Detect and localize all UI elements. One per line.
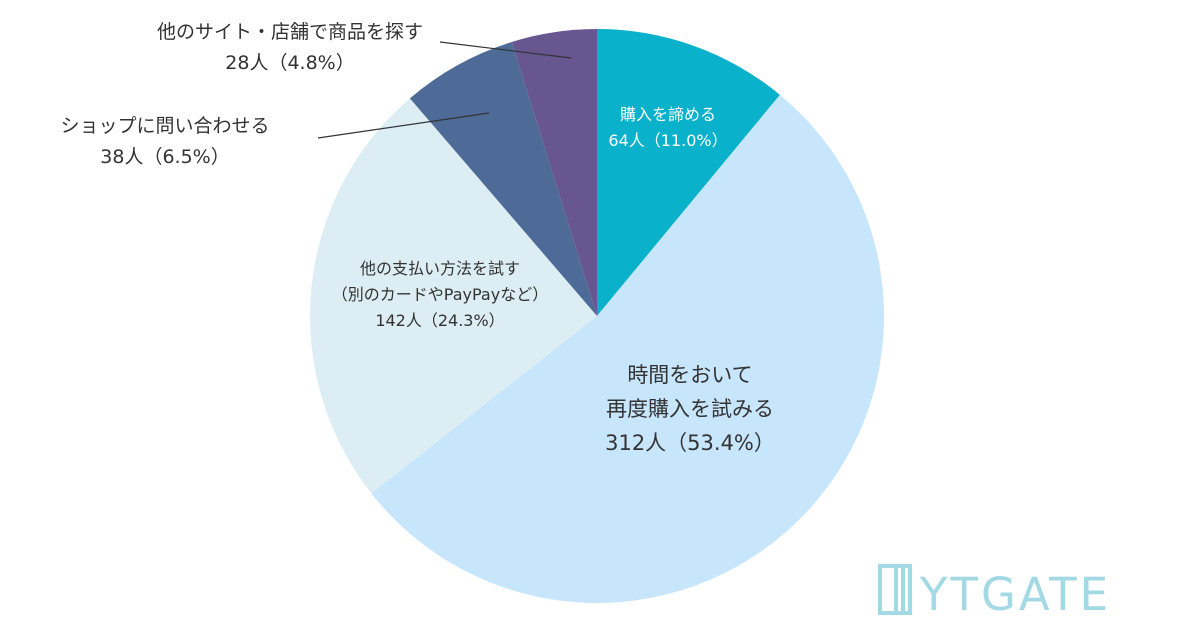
pie-slice-1: [597, 29, 780, 316]
pie-slice-2: [371, 94, 884, 603]
slice-label-line: 64人（11.0%）: [608, 131, 727, 150]
slice-label-line: ショップに問い合わせる: [60, 115, 269, 137]
slice-label-line: 38人（6.5%）: [100, 146, 229, 168]
leader-line-5: [439, 41, 572, 59]
slice-label-line: 購入を諦める: [620, 105, 716, 124]
pie-slice-3: [309, 98, 597, 494]
slice-label-line: 他のサイト・店舗で商品を探す: [157, 21, 423, 43]
pie-slice-5: [511, 29, 597, 316]
leader-lines: [317, 41, 572, 139]
slice-label-line: （別のカードやPayPayなど）: [332, 285, 548, 304]
slice-label-3: 他の支払い方法を試す （別のカードやPayPayなど） 142人（24.3%）: [332, 259, 548, 330]
pie-slice-4: [409, 41, 597, 316]
slice-label-line: 他の支払い方法を試す: [360, 259, 520, 278]
slice-label-2: 時間をおいて再度購入を試みる 312人（53.4%）: [605, 363, 775, 455]
ytgate-logo: YTGATE: [878, 564, 1111, 621]
door-icon: [878, 564, 912, 615]
slice-label-line: 312人（53.4%）: [605, 431, 775, 455]
slice-label-line: 142人（24.3%）: [375, 311, 504, 330]
slice-label-5: 他のサイト・店舗で商品を探す 28人（4.8%）: [157, 21, 423, 74]
leader-line-4: [317, 112, 490, 139]
logo-text: YTGATE: [919, 568, 1111, 621]
slice-label-1: 購入を諦める 64人（11.0%）: [608, 105, 727, 150]
pie-slices: [309, 29, 884, 603]
slice-label-4: ショップに問い合わせる 38人（6.5%）: [60, 115, 269, 168]
slice-label-line: 時間をおいて: [627, 363, 752, 387]
slice-labels: 購入を諦める 64人（11.0%） 時間をおいて再度購入を試みる 312人（53.4%…: [60, 21, 774, 455]
slice-label-line: 再度購入を試みる: [606, 397, 774, 421]
slice-label-line: 28人（4.8%）: [225, 52, 354, 74]
